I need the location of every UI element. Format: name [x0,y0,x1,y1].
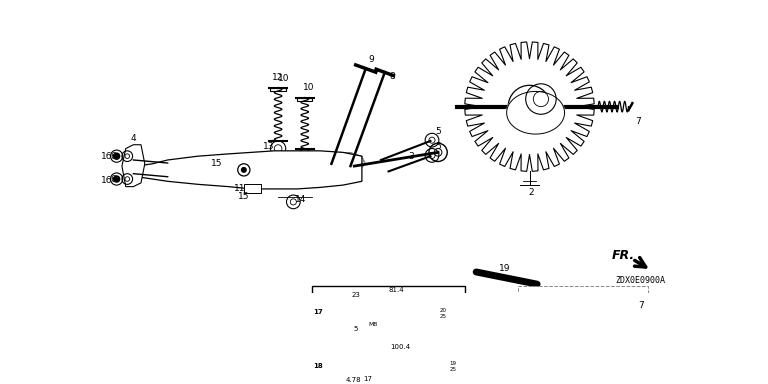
Text: 25: 25 [439,314,447,319]
Text: 10: 10 [303,83,314,92]
Text: 12: 12 [273,73,284,82]
Bar [518,286,647,384]
Polygon shape [507,91,564,134]
Bar [313,286,465,384]
Text: 81.4: 81.4 [389,287,404,293]
Text: 23: 23 [352,292,360,298]
Text: 20: 20 [439,308,447,313]
Polygon shape [122,145,145,187]
Text: 15: 15 [211,159,223,168]
Text: 10: 10 [278,74,290,83]
Text: 14: 14 [295,195,306,204]
Bar [434,306,443,319]
Text: 9: 9 [368,55,374,64]
Polygon shape [251,152,366,179]
Text: 15: 15 [238,192,250,201]
Text: 7: 7 [639,301,644,310]
Bar [270,88,286,91]
Text: 5: 5 [353,326,358,332]
Text: 11: 11 [234,184,246,194]
Text: 19: 19 [449,361,456,366]
Text: 5: 5 [435,127,441,136]
Text: 17: 17 [313,310,323,315]
Text: 18: 18 [313,362,323,369]
Bar [297,98,313,101]
Bar [243,184,260,193]
Text: 2: 2 [528,188,534,197]
Text: 100.4: 100.4 [390,344,410,350]
Polygon shape [560,327,598,355]
Text: 19: 19 [498,265,510,273]
Text: ZDX0E0900A: ZDX0E0900A [615,276,665,285]
Bar [360,360,440,371]
Text: 8: 8 [389,72,396,81]
Text: 5: 5 [435,142,441,151]
Circle shape [114,176,120,182]
Bar [440,358,449,373]
Text: 3: 3 [409,152,414,161]
Text: 25: 25 [449,367,456,372]
Text: 6: 6 [110,174,116,184]
Text: 16: 16 [101,152,112,161]
Circle shape [242,167,246,172]
Text: 4.78: 4.78 [346,377,361,383]
Bar [346,306,366,318]
Text: 7: 7 [636,118,641,126]
Polygon shape [137,151,362,189]
Text: M8: M8 [369,322,378,327]
Text: 16: 16 [101,176,112,185]
Bar [366,308,434,317]
Circle shape [114,153,120,159]
Text: 4: 4 [131,134,136,143]
Text: 13: 13 [263,142,274,151]
Text: 6: 6 [110,152,116,161]
Text: FR.: FR. [611,249,635,262]
Circle shape [327,363,332,368]
Bar [346,358,360,373]
Text: 17: 17 [362,376,372,382]
